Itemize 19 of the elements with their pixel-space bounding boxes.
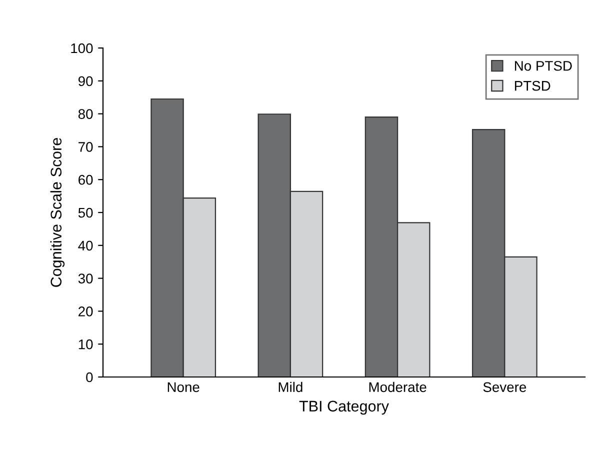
x-tick-label: Mild xyxy=(278,382,302,392)
y-axis-title: Cognitive Scale Score xyxy=(50,138,65,287)
x-tick-label: None xyxy=(168,382,200,392)
y-tick-label: 100 xyxy=(71,43,93,54)
x-tick-label: Severe xyxy=(483,382,526,392)
y-tick-label: 50 xyxy=(78,208,93,218)
y-tick-label: 70 xyxy=(78,142,93,152)
y-tick-label: 80 xyxy=(78,109,93,119)
y-tick-label: 90 xyxy=(78,76,93,86)
legend-label: No PTSD xyxy=(514,60,572,71)
y-tick-label: 60 xyxy=(78,174,93,185)
y-tick-label: 20 xyxy=(78,306,93,316)
legend-label: PTSD xyxy=(514,80,550,91)
x-tick-label: Moderate xyxy=(369,382,426,392)
y-tick-label: 40 xyxy=(78,240,93,251)
y-tick-label: 0 xyxy=(86,372,93,382)
y-tick-label: 30 xyxy=(78,274,93,284)
y-tick-label: 10 xyxy=(78,339,93,350)
x-axis-title: TBI Category xyxy=(299,400,389,415)
